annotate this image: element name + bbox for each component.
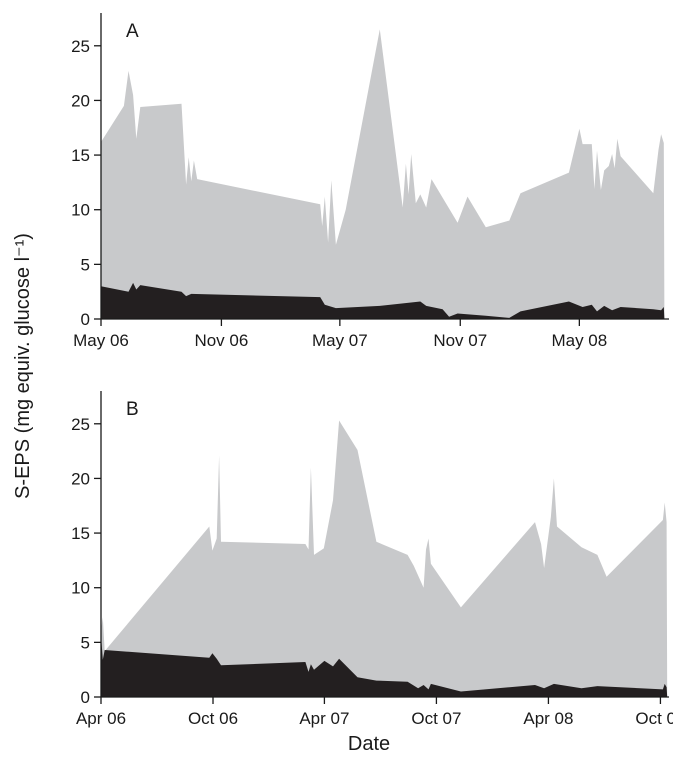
panel-b-y-tick-label: 25: [71, 415, 90, 434]
panel-a-y-tick-label: 25: [71, 37, 90, 56]
panel-a-x-tick-label: May 06: [73, 331, 129, 350]
panel-b-lower-area: [101, 642, 668, 697]
panel-b-total-area: [101, 420, 668, 697]
panel-a-label: A: [126, 21, 139, 42]
panel-a-total-area: [101, 29, 665, 320]
panel-a-y-tick-label: 5: [81, 255, 90, 274]
x-axis-title: Date: [348, 733, 390, 755]
panel-b: 0 5 10 15 20 25 Apr 06 Oct 06 Apr 07 Oct 07 Apr 08…: [71, 391, 673, 728]
panel-b-x-tick-label: Apr 08: [523, 709, 573, 728]
panel-a-x-tick-label: Nov 07: [433, 331, 487, 350]
panel-b-y-tick-label: 5: [81, 633, 90, 652]
panel-a-y-tick-label: 15: [71, 146, 90, 165]
panel-a-y-tick-label: 0: [81, 310, 90, 329]
panel-b-x-tick-label: Apr 06: [76, 709, 126, 728]
panel-a: 0 5 10 15 20 25 May 06 Nov 06 May 07 Nov 07 May 08…: [71, 13, 669, 350]
panel-b-y-tick-label: 0: [81, 688, 90, 707]
panel-b-y-tick-label: 20: [71, 469, 90, 488]
panel-a-x-tick-label: May 07: [312, 331, 368, 350]
panel-a-x-tick-label: Nov 06: [194, 331, 248, 350]
panel-a-lower-area: [101, 282, 665, 319]
panel-b-y-tick-label: 15: [71, 524, 90, 543]
panel-a-y-tick-label: 20: [71, 91, 90, 110]
panel-b-x-tick-label: Apr 07: [299, 709, 349, 728]
panel-b-x-tick-label: Oct 06: [188, 709, 238, 728]
panel-b-x-tick-label: Oct 08: [635, 709, 673, 728]
panel-b-x-tick-label: Oct 07: [411, 709, 461, 728]
y-axis-title: S-EPS (mg equiv. glucose l⁻¹): [12, 233, 34, 499]
panel-b-label: B: [126, 399, 139, 420]
panel-b-y-tick-label: 10: [71, 579, 90, 598]
panel-a-x-tick-label: May 08: [551, 331, 607, 350]
panel-a-y-tick-label: 10: [71, 201, 90, 220]
